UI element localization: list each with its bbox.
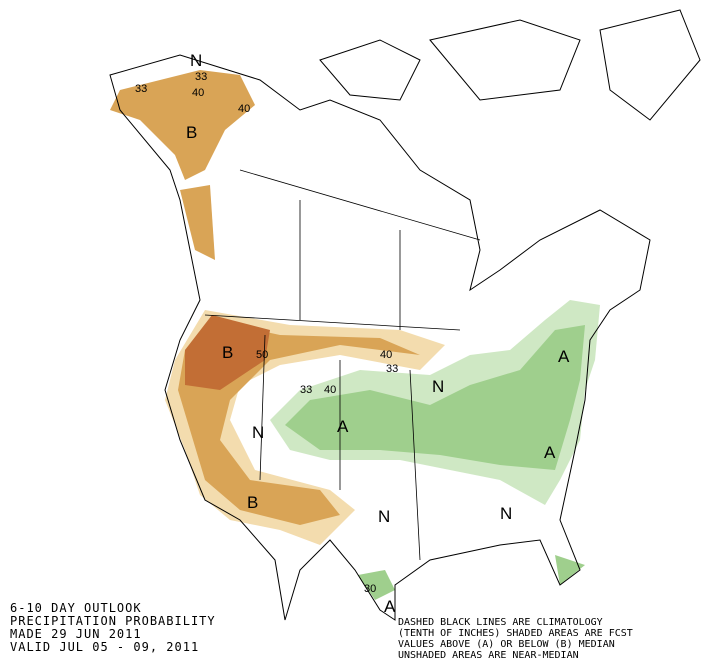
legend-line: (TENTH OF INCHES) SHADED AREAS ARE FCST [398,628,633,639]
contour-label: 40 [380,349,392,361]
title-line: MADE 29 JUN 2011 [10,627,142,641]
category-label: B [222,343,233,362]
title-line: VALID JUL 05 - 09, 2011 [10,640,199,654]
contour-label: 40 [324,384,336,396]
category-label: N [252,423,264,442]
legend-line: VALUES ABOVE (A) OR BELOW (B) MEDIAN [398,639,615,650]
category-label: B [247,493,258,512]
legend-line: UNSHADED AREAS ARE NEAR-MEDIAN [398,650,579,661]
category-label: A [544,443,556,462]
category-label: A [558,347,570,366]
contour-label: 40 [238,103,250,115]
category-label: N [500,504,512,523]
category-label: A [337,417,349,436]
contour-label: 30 [364,583,376,595]
geography [109,9,701,621]
legend-line: DASHED BLACK LINES ARE CLIMATOLOGY [398,617,603,628]
contour-label: 50 [256,349,268,361]
contour-label: 33 [195,71,207,83]
coastline [109,54,651,621]
borders [204,169,481,561]
above-shading [270,300,600,600]
below-shading [110,70,445,545]
legend-block: DASHED BLACK LINES ARE CLIMATOLOGY(TENTH… [398,617,633,661]
title-line: 6-10 DAY OUTLOOK [10,601,142,615]
category-label: A [384,597,396,616]
arctic-islands [319,9,701,121]
contour-label: 33 [135,83,147,95]
contour-label: 33 [300,384,312,396]
contour-label: 33 [386,363,398,375]
category-label: B [186,123,197,142]
category-label: N [432,377,444,396]
category-label: N [190,51,202,70]
category-label: N [378,507,390,526]
title-line: PRECIPITATION PROBABILITY [10,614,216,628]
contour-label: 40 [192,87,204,99]
